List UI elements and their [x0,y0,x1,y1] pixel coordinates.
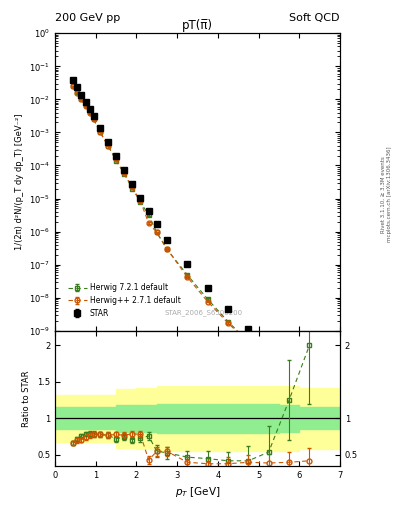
Y-axis label: 1/(2π) d²N/(p_T dy dp_T) [GeV⁻²]: 1/(2π) d²N/(p_T dy dp_T) [GeV⁻²] [15,114,24,250]
Text: 200 GeV pp: 200 GeV pp [55,13,120,23]
Title: pT(π̅): pT(π̅) [182,19,213,32]
Text: STAR_2006_S6500200: STAR_2006_S6500200 [164,309,242,316]
Y-axis label: Ratio to STAR: Ratio to STAR [22,370,31,426]
Text: Soft QCD: Soft QCD [290,13,340,23]
Legend: Herwig 7.2.1 default, Herwig++ 2.7.1 default, STAR: Herwig 7.2.1 default, Herwig++ 2.7.1 def… [64,280,184,321]
X-axis label: $p_T$ [GeV]: $p_T$ [GeV] [175,485,220,499]
Text: mcplots.cern.ch [arXiv:1306.3436]: mcplots.cern.ch [arXiv:1306.3436] [387,147,391,242]
Text: Rivet 3.1.10, ≥ 3.3M events: Rivet 3.1.10, ≥ 3.3M events [381,156,386,233]
